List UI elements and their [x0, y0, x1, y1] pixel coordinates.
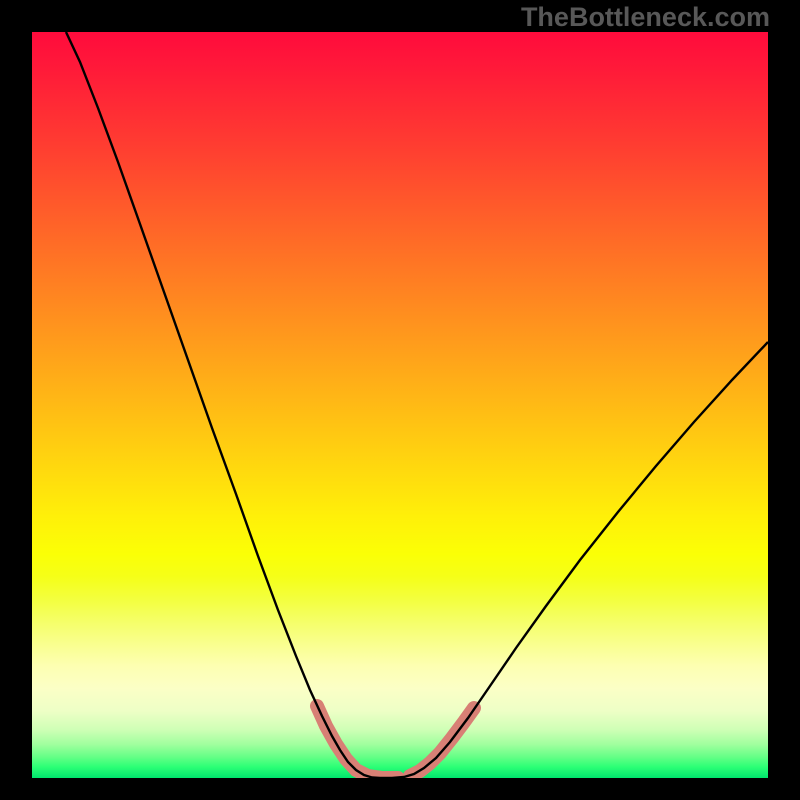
bottleneck-chart: [0, 0, 800, 800]
watermark-text: TheBottleneck.com: [521, 2, 770, 33]
gradient-plot-background: [32, 32, 768, 778]
